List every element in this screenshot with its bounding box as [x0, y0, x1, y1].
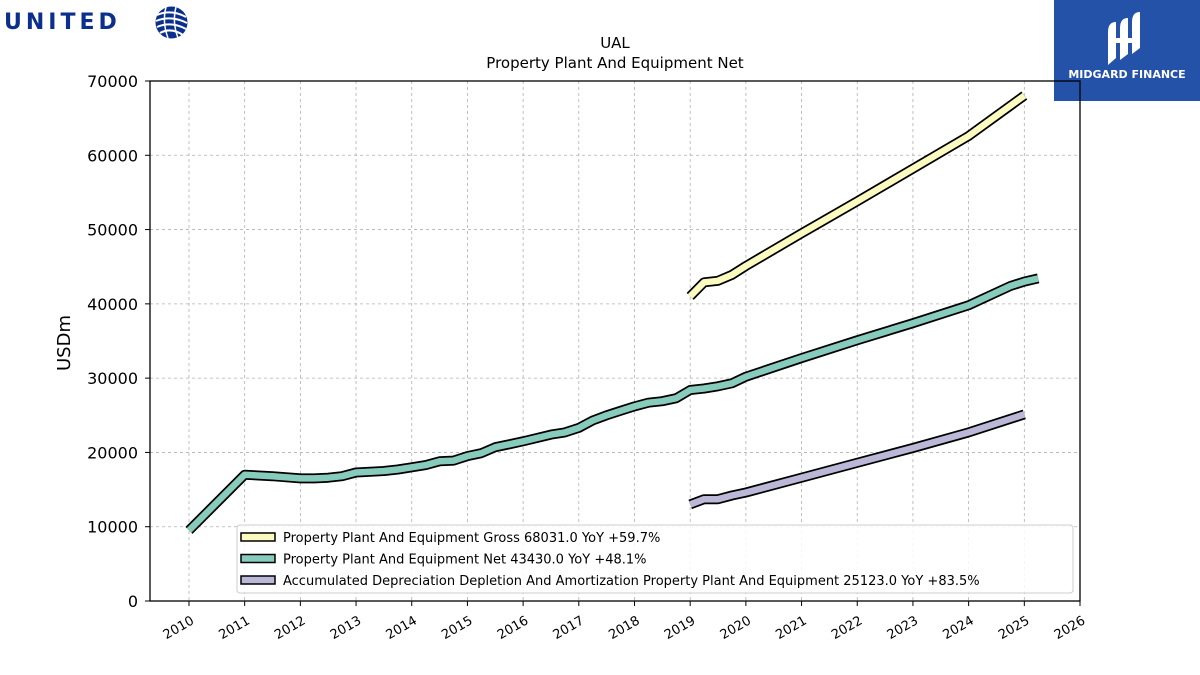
x-tick-label: 2020: [718, 613, 754, 643]
x-tick-label: 2019: [662, 613, 698, 643]
x-tick-label: 2017: [551, 613, 587, 643]
x-axis-ticks: 2010 2011 2012 2013 2014 2015 2016 2017 2018 2019…: [161, 601, 1088, 643]
y-tick-label: 40000: [87, 295, 138, 314]
chart-subtitle: Property Plant And Equipment Net: [486, 54, 743, 72]
x-tick-label: 2013: [328, 613, 364, 643]
y-tick-label: 30000: [87, 369, 138, 388]
grid-lines: [150, 80, 1081, 601]
united-logo: UNITED: [4, 4, 194, 42]
midgard-wordmark: MIDGARD FINANCE: [1068, 68, 1186, 81]
x-tick-label: 2026: [1052, 613, 1088, 643]
legend-swatch-2: [240, 575, 276, 585]
x-tick-label: 2022: [829, 613, 865, 643]
series-line-2: [689, 411, 1026, 508]
x-tick-label: 2021: [773, 613, 809, 643]
y-axis-ticks: 0 10000 20000 30000 40000 50000 60000 70000: [87, 72, 150, 611]
x-tick-label: 2018: [606, 613, 642, 643]
y-axis-label: USDm: [54, 315, 75, 371]
y-tick-label: 70000: [87, 72, 138, 91]
series-outline-1: [185, 273, 1040, 534]
plot-frame: [149, 80, 1081, 602]
y-tick-label: 50000: [87, 221, 138, 240]
series-line-0: [687, 92, 1027, 299]
legend-label-2: Accumulated Depreciation Depletion And A…: [283, 574, 980, 589]
x-tick-label: 2023: [885, 613, 921, 643]
y-tick-label: 0: [128, 592, 138, 611]
midgard-mark-icon: [1108, 12, 1140, 65]
y-tick-label: 60000: [87, 146, 138, 165]
legend-box: [236, 524, 1074, 594]
y-tick-label: 20000: [87, 443, 138, 462]
x-tick-label: 2014: [384, 613, 420, 643]
x-tick-label: 2015: [439, 613, 475, 643]
series-layer: [185, 91, 1040, 534]
x-tick-label: 2024: [940, 613, 976, 643]
x-tick-label: 2016: [495, 613, 531, 643]
y-tick-label: 10000: [87, 518, 138, 537]
legend: Property Plant And Equipment Gross 68031…: [236, 524, 1074, 594]
legend-swatch-1: [240, 553, 276, 564]
united-globe-icon: [154, 5, 189, 40]
united-wordmark: UNITED: [4, 10, 121, 35]
x-tick-label: 2011: [217, 613, 253, 643]
x-tick-label: 2010: [161, 613, 197, 643]
chart-title: UAL: [600, 34, 630, 52]
midgard-finance-logo: MIDGARD FINANCE: [1054, 0, 1200, 101]
legend-label-1: Property Plant And Equipment Net 43430.0…: [283, 553, 647, 568]
x-tick-label: 2025: [996, 613, 1032, 643]
x-tick-label: 2012: [272, 613, 308, 643]
series-line-1: [186, 275, 1039, 533]
legend-swatch-0: [240, 532, 276, 542]
legend-label-0: Property Plant And Equipment Gross 68031…: [283, 531, 660, 546]
